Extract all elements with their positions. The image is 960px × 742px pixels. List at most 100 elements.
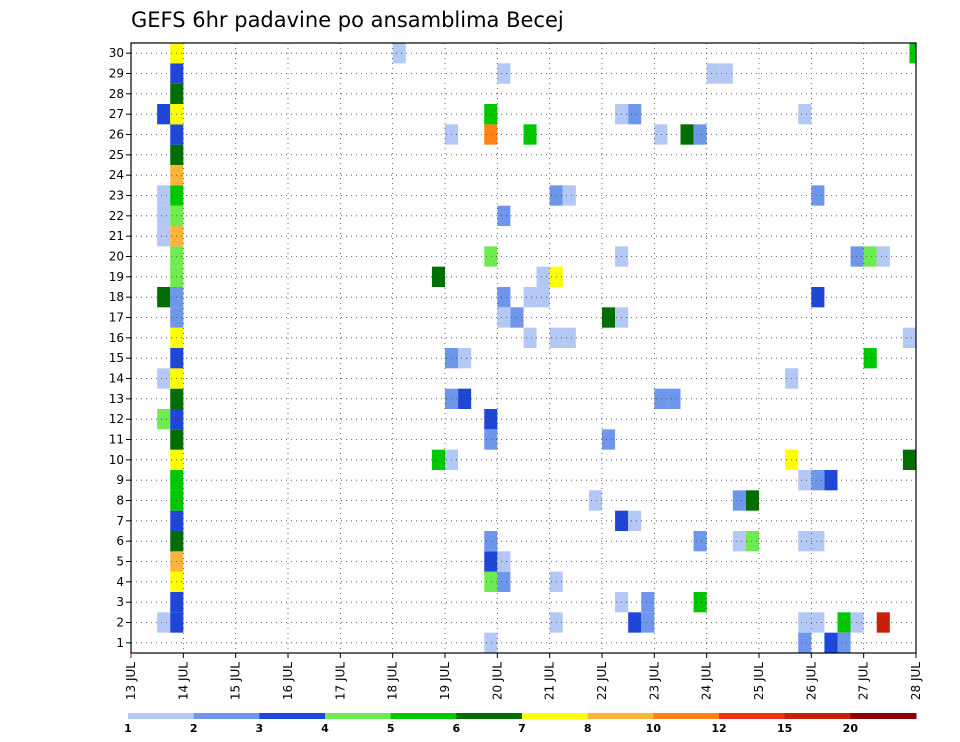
x-tick-label: 14 JUL <box>176 662 190 700</box>
x-tick-label: 15 JUL <box>229 662 243 700</box>
precip-cell <box>562 185 576 206</box>
precip-cell <box>497 307 511 328</box>
y-tick-label: 24 <box>109 168 124 182</box>
precip-cell <box>157 226 171 247</box>
y-tick-label: 14 <box>109 372 124 386</box>
precip-cell <box>431 449 445 470</box>
precip-cell <box>798 470 812 491</box>
x-tick-label: 21 JUL <box>543 662 557 700</box>
x-axis: 13 JUL 14 JUL 15 JUL 16 JUL 17 JUL 18 JUL 19 J… <box>124 653 923 700</box>
legend-label: 7 <box>518 722 526 735</box>
precip-cell <box>909 43 916 64</box>
precip-cell <box>157 409 171 430</box>
precip-cell <box>811 612 825 633</box>
precip-cell <box>824 470 838 491</box>
y-tick-label: 7 <box>116 514 124 528</box>
legend-label: 3 <box>256 722 264 735</box>
legend-swatch <box>128 713 195 719</box>
x-tick-label: 16 JUL <box>281 662 295 700</box>
precip-cell <box>157 612 171 633</box>
precip-cell <box>850 246 864 267</box>
legend-swatch <box>456 713 523 719</box>
y-tick-label: 1 <box>116 636 124 650</box>
precip-cell <box>497 551 511 572</box>
y-tick-label: 5 <box>116 555 124 569</box>
precip-cell <box>157 287 171 308</box>
legend-label: 10 <box>646 722 662 735</box>
precip-cell <box>484 429 498 450</box>
x-tick-label: 24 JUL <box>700 662 714 700</box>
y-tick-label: 18 <box>109 290 124 304</box>
precip-cell <box>536 266 550 287</box>
y-tick-label: 13 <box>109 392 124 406</box>
x-tick-label: 18 JUL <box>386 662 400 700</box>
precip-cell <box>484 551 498 572</box>
x-tick-label: 13 JUL <box>124 662 138 700</box>
precip-cell <box>602 307 616 328</box>
y-tick-label: 16 <box>109 331 124 345</box>
x-tick-label: 26 JUL <box>804 662 818 700</box>
y-tick-label: 6 <box>116 534 124 548</box>
chart-title: GEFS 6hr padavine po ansamblima Becej <box>131 8 564 32</box>
legend-swatch <box>259 713 326 719</box>
precip-cell <box>902 327 916 348</box>
y-tick-label: 19 <box>109 270 124 284</box>
precip-cell <box>876 246 890 267</box>
precip-cell <box>667 388 681 409</box>
x-tick-label: 20 JUL <box>490 662 504 700</box>
legend-label: 20 <box>843 722 859 735</box>
legend-swatch <box>784 713 851 719</box>
precip-cell <box>693 124 707 145</box>
precip-cell <box>562 327 576 348</box>
precip-cell <box>811 185 825 206</box>
y-tick-label: 15 <box>109 351 124 365</box>
precip-cell <box>497 287 511 308</box>
x-tick-label: 25 JUL <box>752 662 766 700</box>
precip-cell <box>798 104 812 125</box>
legend-swatch <box>522 713 589 719</box>
precip-cell <box>863 348 877 369</box>
y-tick-label: 29 <box>109 67 124 81</box>
y-tick-label: 11 <box>109 433 124 447</box>
precip-cell <box>641 592 655 613</box>
x-tick-label: 23 JUL <box>647 662 661 700</box>
precip-cell <box>458 348 472 369</box>
x-tick-label: 17 JUL <box>333 662 347 700</box>
legend-label: 12 <box>711 722 726 735</box>
precip-cell <box>850 612 864 633</box>
precip-cell <box>523 124 537 145</box>
plot-frame <box>130 42 917 654</box>
y-tick-label: 9 <box>116 473 124 487</box>
precip-cell <box>157 185 171 206</box>
precip-cell <box>863 246 877 267</box>
precip-cell <box>798 612 812 633</box>
precip-cell <box>431 266 445 287</box>
precip-cell <box>523 287 537 308</box>
precip-cell <box>628 612 642 633</box>
precip-cell <box>641 612 655 633</box>
precip-cell <box>654 124 668 145</box>
precip-cell <box>497 63 511 84</box>
y-tick-label: 21 <box>109 229 124 243</box>
precip-cell <box>157 368 171 389</box>
legend-label: 15 <box>777 722 792 735</box>
legend-swatch <box>653 713 720 719</box>
precip-cell <box>745 531 759 552</box>
legend-label: 5 <box>387 722 395 735</box>
legend-swatch <box>390 713 457 719</box>
precip-cell <box>837 632 851 653</box>
precip-cell <box>628 510 642 531</box>
precip-cell <box>798 531 812 552</box>
precip-cell <box>484 571 498 592</box>
x-tick-label: 19 JUL <box>438 662 452 700</box>
legend-label: 1 <box>124 722 132 735</box>
x-tick-label: 27 JUL <box>857 662 871 700</box>
y-tick-label: 17 <box>109 311 124 325</box>
precip-cell <box>902 449 916 470</box>
legend-swatch <box>325 713 392 719</box>
precip-cell <box>458 388 472 409</box>
color-legend: 1 2 3 4 5 6 7 8 10 12 15 20 <box>124 713 917 735</box>
precip-cell <box>628 104 642 125</box>
precip-cell <box>392 43 406 64</box>
